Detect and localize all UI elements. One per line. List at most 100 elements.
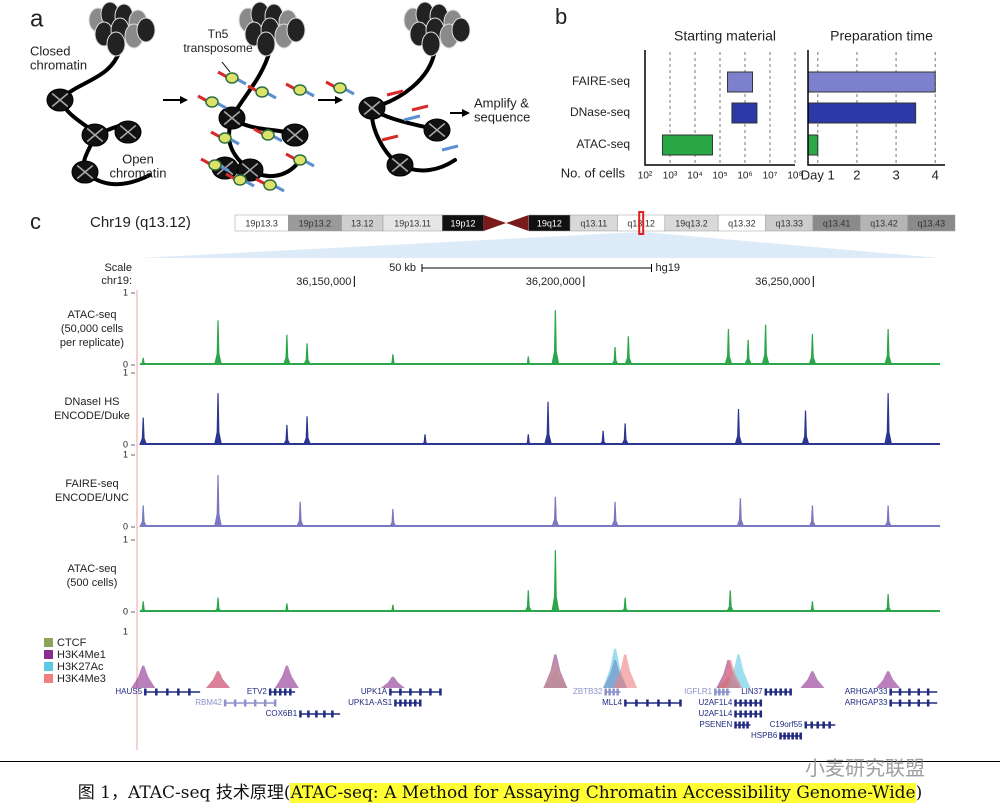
gene-label: HSPB6 (751, 731, 778, 740)
signal-peak (282, 603, 291, 612)
exon (898, 688, 902, 696)
signal-peak (282, 334, 291, 365)
row-label: DNase-seq (570, 105, 630, 119)
nucleosome-cross (428, 122, 446, 138)
exon (799, 732, 802, 740)
tn5 (218, 132, 232, 144)
exon (898, 699, 902, 707)
signal-peak (282, 424, 291, 445)
nucleosome-cross (51, 92, 69, 108)
signal-peak (808, 601, 817, 612)
gene-label: ARHGAP33 (845, 687, 888, 696)
gene-label: UPK1A-AS1 (348, 698, 393, 707)
y-tick-label: 0 (123, 439, 128, 449)
exon (764, 688, 768, 696)
exon (783, 732, 786, 740)
nucleosome-cross (223, 110, 241, 126)
band-label: q13.43 (918, 218, 946, 228)
track-baseline (140, 525, 940, 527)
caption-suffix: ) (915, 783, 923, 803)
band-label: 19q13.2 (675, 218, 708, 228)
exon (804, 721, 808, 729)
exon (253, 699, 257, 707)
exon (394, 699, 397, 707)
signal-peak (214, 475, 223, 527)
band-label: q13.42 (870, 218, 898, 228)
track-label: ENCODE/Duke (54, 410, 130, 422)
y-tick-label: 1 (123, 287, 128, 297)
signal-peak (551, 496, 560, 527)
exon (399, 688, 402, 696)
signal-peak (621, 423, 630, 445)
exon (263, 699, 267, 707)
exon (409, 699, 412, 707)
exon (749, 699, 752, 707)
exon (155, 688, 158, 696)
dna-fragment (411, 104, 429, 112)
exon (323, 710, 326, 718)
signal-peak (611, 501, 620, 527)
exon (759, 710, 763, 718)
plot-title: Starting material (674, 28, 776, 44)
gene-label: LIN37 (741, 687, 763, 696)
signal-peak (388, 509, 397, 527)
exon (816, 721, 819, 729)
pointer (221, 61, 231, 73)
tn5 (205, 96, 219, 108)
plot-title: Preparation time (830, 28, 933, 44)
exon (389, 688, 392, 696)
exon (726, 688, 729, 696)
watermark: 小麦研究联盟 (805, 756, 925, 780)
signal-peak (724, 329, 733, 365)
nucleosome-cross (391, 157, 409, 173)
legend-swatch (44, 638, 53, 647)
exon (223, 699, 227, 707)
histone-peak (876, 671, 901, 688)
exon (822, 721, 825, 729)
exon (166, 688, 169, 696)
exon (404, 699, 407, 707)
caption-title: ATAC-seq: A Method for Assaying Chromati… (290, 783, 916, 803)
histone-peak (380, 676, 405, 688)
signal-peak (884, 594, 893, 612)
axis (644, 50, 795, 166)
x-tick-label: Day 1 (801, 167, 835, 182)
closed-nucleosome (286, 17, 306, 43)
schematic-label: Tn5 (208, 27, 229, 41)
gene-label: U2AF1L4 (698, 709, 732, 718)
exon (635, 699, 638, 707)
histone-peak (206, 671, 231, 688)
tn5 (208, 159, 222, 171)
y-tick-label: 1 (123, 534, 128, 544)
exon (774, 688, 778, 696)
exon (734, 721, 737, 729)
track-label: per replicate) (60, 337, 124, 349)
exon (331, 710, 334, 718)
band-label: q13.12 (627, 218, 655, 228)
exon (734, 699, 737, 707)
scale-bar-label: 50 kb (389, 262, 416, 274)
histone-peak (274, 665, 299, 688)
exon (926, 699, 930, 707)
exon (769, 688, 773, 696)
exon (273, 699, 277, 707)
track-baseline (140, 363, 940, 365)
exon (889, 688, 892, 696)
exon (419, 688, 422, 696)
x-tick-label: 10² (638, 171, 653, 182)
exon (299, 710, 302, 718)
bar (807, 71, 936, 93)
chromosome-label: Chr19 (q13.12) (90, 214, 191, 231)
gene-label: IGFLR1 (684, 687, 713, 696)
nucleosome-cross (241, 162, 259, 178)
nucleosome-cross (119, 124, 137, 140)
track-label: ATAC-seq (67, 309, 116, 321)
histone-series (543, 671, 741, 688)
band-label: q13.11 (580, 218, 607, 228)
panel-label: c (30, 209, 41, 234)
tn5 (225, 72, 239, 84)
schematic-label: Amplify & (474, 95, 529, 110)
range-bar (661, 134, 713, 156)
signal-peak (801, 410, 810, 445)
x-tick-label: 36,250,000 (755, 276, 810, 288)
